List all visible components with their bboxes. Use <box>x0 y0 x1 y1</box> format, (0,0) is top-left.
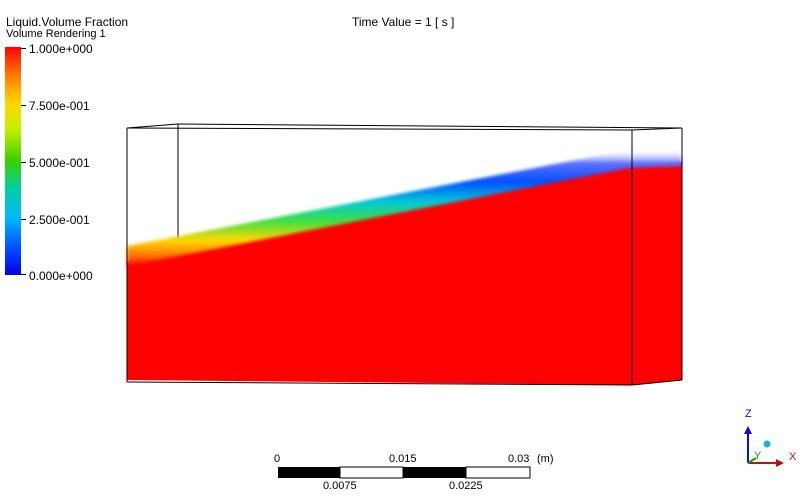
legend-tick-label: 0.000e+000 <box>29 269 93 283</box>
axis-x-label: X <box>789 451 797 463</box>
legend-tick-label: 1.000e+000 <box>29 42 93 56</box>
scale-label-015: 0.015 <box>389 453 417 465</box>
legend-tick-label: 2.500e-001 <box>29 213 90 227</box>
liquid-volume <box>127 149 682 385</box>
legend-tick-mark <box>21 219 26 220</box>
scale-label-03: 0.03 <box>508 453 530 465</box>
scale-unit: (m) <box>537 453 554 465</box>
legend-tick-mark <box>21 162 26 163</box>
legend-tick-label: 5.000e-001 <box>29 156 90 170</box>
axis-z-label: Z <box>745 408 752 420</box>
axis-triad <box>744 426 784 467</box>
scale-label-0075: 0.0075 <box>323 480 357 492</box>
time-value-label: Time Value = 1 [ s ] <box>352 15 455 29</box>
legend-tick-mark <box>21 274 26 275</box>
legend-title: Liquid.Volume Fraction <box>6 15 129 29</box>
scale-label-0: 0 <box>274 453 281 465</box>
legend-tick-mark <box>21 48 26 49</box>
legend-subtitle: Volume Rendering 1 <box>6 28 106 40</box>
scale-bar <box>278 466 531 479</box>
scale-label-0225: 0.0225 <box>449 480 483 492</box>
axis-y-label: Y <box>754 450 762 462</box>
legend-tick-label: 7.500e-001 <box>29 99 90 113</box>
domain-box-front <box>126 123 683 386</box>
legend-colorbar <box>5 47 21 275</box>
legend-tick-mark <box>21 105 26 106</box>
